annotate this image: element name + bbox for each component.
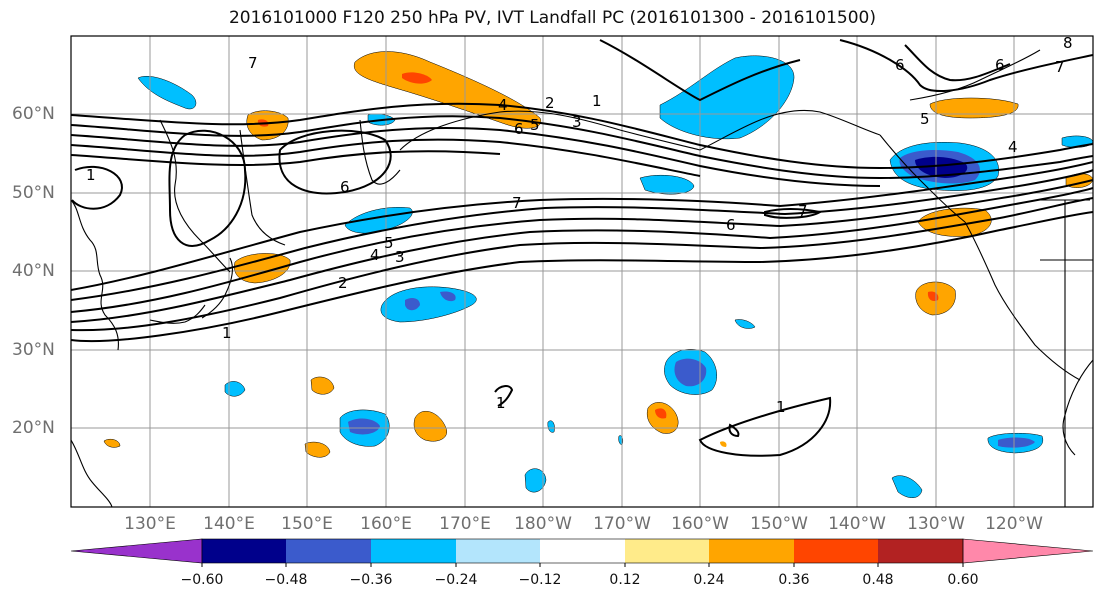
contour-label: 8 — [1063, 34, 1073, 52]
lon-label: 120°W — [985, 514, 1043, 534]
lon-label: 130°W — [907, 514, 965, 534]
colorbar-tick-label: 0.48 — [862, 572, 894, 588]
colorbar-tick-label: −0.12 — [518, 572, 562, 588]
contour-label: 4 — [498, 96, 508, 114]
colorbar — [70, 538, 1094, 567]
lon-label: 160°W — [671, 514, 729, 534]
map-frame — [70, 35, 1094, 508]
contour-label: 7 — [345, 22, 355, 40]
contour-label: 5 — [920, 110, 930, 128]
contour-label: 6 — [895, 56, 905, 74]
negative-anomaly-core — [915, 156, 968, 178]
positive-anomaly-blob — [353, 51, 542, 129]
colorbar-bin — [456, 539, 540, 563]
colorbar-extend-high — [962, 538, 1094, 564]
contour-label: 6 — [340, 178, 350, 196]
colorbar-tick-label: −0.60 — [180, 572, 224, 588]
lon-label: 180°W — [514, 514, 572, 534]
positive-anomaly-blob — [304, 441, 331, 458]
negative-anomaly-core — [998, 437, 1035, 448]
contour-label: 7 — [512, 194, 522, 212]
contour-label: 6 — [726, 216, 736, 234]
lat-label: 60°N — [12, 104, 55, 124]
colorbar-bin — [625, 539, 709, 563]
colorbar-extend-low — [70, 538, 203, 564]
positive-anomaly-blob — [310, 376, 335, 395]
pv-contours — [71, 39, 1093, 457]
negative-anomaly-blob — [524, 468, 547, 493]
colorbar-bin — [794, 539, 878, 563]
contour-label: 5 — [530, 116, 540, 134]
contour-label: 1 — [496, 394, 506, 412]
contour-label: 1 — [776, 398, 786, 416]
colorbar-bin — [878, 539, 963, 563]
lon-label: 150°E — [281, 514, 333, 534]
negative-anomaly-core — [674, 358, 707, 387]
lon-label: 140°E — [203, 514, 255, 534]
lat-label: 30°N — [12, 340, 55, 360]
colorbar-tick-label: 0.24 — [693, 572, 725, 588]
shaded-anomalies — [103, 51, 1093, 498]
contour-label: 4 — [1008, 138, 1018, 156]
contour-label: 3 — [572, 113, 582, 131]
colorbar-outline — [201, 538, 964, 564]
negative-anomaly-core — [348, 418, 380, 435]
colorbar-bin — [709, 539, 794, 563]
contour-label: 4 — [370, 246, 380, 264]
positive-anomaly-core — [655, 408, 667, 419]
lon-label: 170°E — [439, 514, 491, 534]
negative-anomaly-core — [440, 291, 456, 302]
contour-labels: 7 7 6 8 7 6 5 4 2 1 3 6 5 1 6 4 7 7 6 5 … — [86, 22, 1073, 416]
contour-label: 5 — [384, 234, 394, 252]
positive-anomaly-blob — [929, 97, 1019, 119]
contour-label: 2 — [338, 274, 348, 292]
lat-label: 50°N — [12, 183, 55, 203]
negative-anomaly-core — [405, 297, 420, 311]
graticule — [71, 36, 1093, 507]
positive-anomaly-blob — [103, 438, 121, 448]
colorbar-bin — [540, 539, 625, 563]
negative-anomaly-blob — [137, 76, 197, 110]
lat-label: 40°N — [12, 261, 55, 281]
contour-label: 6 — [995, 56, 1005, 74]
colorbar-tick-label: −0.48 — [264, 572, 308, 588]
colorbar-tick-label: −0.36 — [349, 572, 393, 588]
colorbar-tick-label: 0.12 — [609, 572, 641, 588]
negative-anomaly-blob — [659, 55, 795, 140]
positive-anomaly-blob — [720, 441, 727, 447]
contour-label: 1 — [592, 92, 602, 110]
contour-label: 7 — [798, 202, 808, 220]
colorbar-bin — [286, 539, 371, 563]
contour-label: 2 — [545, 94, 555, 112]
figure-title: 2016101000 F120 250 hPa PV, IVT Landfall… — [228, 8, 876, 28]
colorbar-bin — [371, 539, 456, 563]
lon-label: 130°E — [124, 514, 176, 534]
positive-anomaly-core — [402, 72, 432, 84]
contour-label: 3 — [395, 248, 405, 266]
lon-label: 150°W — [750, 514, 808, 534]
negative-anomaly-blob — [224, 381, 246, 397]
colorbar-tick-label: −0.24 — [434, 572, 478, 588]
colorbar-bin — [202, 539, 286, 563]
positive-anomaly-blob — [413, 410, 448, 442]
negative-anomaly-blob — [547, 420, 555, 433]
colorbar-tick-label: 0.36 — [778, 572, 810, 588]
contour-label: 6 — [514, 120, 524, 138]
lat-label: 20°N — [12, 418, 55, 438]
contour-label: 1 — [222, 324, 232, 342]
contour-label: 7 — [248, 54, 258, 72]
negative-anomaly-blob — [891, 475, 923, 498]
lon-label: 160°E — [360, 514, 412, 534]
lon-label: 140°W — [828, 514, 886, 534]
negative-anomaly-blob — [734, 319, 756, 329]
colorbar-tick-label: 0.60 — [947, 572, 979, 588]
lon-label: 170°W — [593, 514, 651, 534]
contour-label: 1 — [86, 166, 96, 184]
contour-label: 7 — [1055, 58, 1065, 76]
